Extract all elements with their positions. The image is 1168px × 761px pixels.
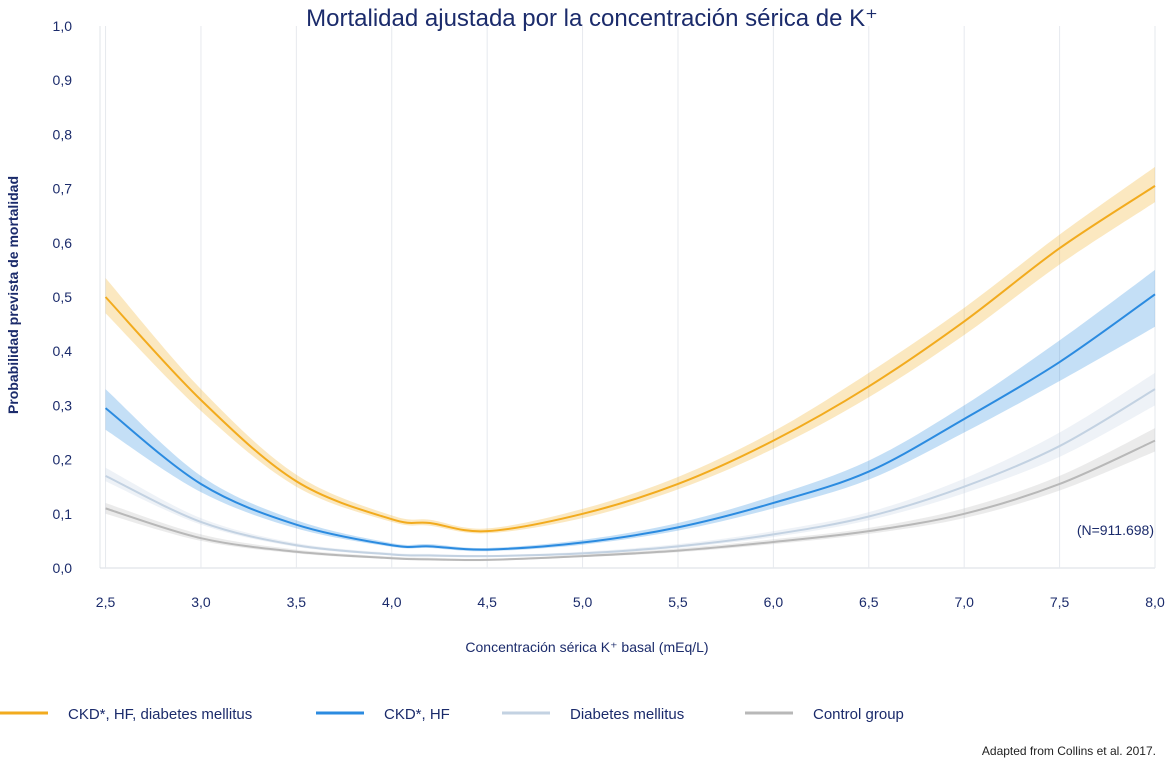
x-tick-label: 6,5 <box>859 594 879 610</box>
legend-label: Diabetes mellitus <box>570 706 684 723</box>
y-tick-label: 0,4 <box>53 343 73 359</box>
y-tick-label: 0,5 <box>53 289 73 305</box>
legend-item: CKD*, HF <box>316 706 450 723</box>
y-tick-label: 0,8 <box>53 126 73 142</box>
x-tick-label: 2,5 <box>96 594 116 610</box>
source-note: Adapted from Collins et al. 2017. <box>982 744 1156 758</box>
x-tick-label: 7,0 <box>954 594 974 610</box>
line-series-1 <box>104 293 1156 551</box>
x-tick-label: 3,5 <box>287 594 307 610</box>
y-tick-label: 0,0 <box>53 560 73 576</box>
legend-label: CKD*, HF, diabetes mellitus <box>68 706 252 723</box>
y-tick-label: 1,0 <box>53 18 73 34</box>
chart-title: Mortalidad ajustada por la concentración… <box>306 5 878 32</box>
y-tick-label: 0,7 <box>53 181 73 197</box>
x-tick-label: 7,5 <box>1050 594 1070 610</box>
confidence-bands <box>105 166 1156 562</box>
grid <box>99 26 1156 569</box>
legend-item: CKD*, HF, diabetes mellitus <box>0 706 252 723</box>
line-series-0 <box>104 185 1156 533</box>
legend-item: Diabetes mellitus <box>502 706 684 723</box>
y-tick-label: 0,6 <box>53 235 73 251</box>
legend-label: CKD*, HF <box>384 706 450 723</box>
y-tick-labels: 0,0 0,1 0,2 0,3 0,4 0,5 0,6 0,7 0,8 0,9 1,0 <box>53 18 73 576</box>
x-tick-label: 6,0 <box>764 594 784 610</box>
line-series-3 <box>105 439 1156 562</box>
y-tick-label: 0,1 <box>53 506 73 522</box>
legend: CKD*, HF, diabetes mellitus CKD*, HF Diabe… <box>0 706 904 723</box>
x-tick-labels: 2,5 3,0 3,5 4,0 4,5 5,0 5,5 6,0 6,5 7,0 7,5 8,0 <box>96 594 1165 610</box>
y-tick-label: 0,2 <box>53 452 73 468</box>
x-tick-label: 3,0 <box>191 594 211 610</box>
line-series-2 <box>105 388 1156 558</box>
x-tick-label: 5,0 <box>573 594 593 610</box>
y-tick-label: 0,9 <box>53 72 73 88</box>
x-tick-label: 4,0 <box>382 594 402 610</box>
legend-item: Control group <box>745 706 904 723</box>
x-tick-label: 5,5 <box>668 594 688 610</box>
x-tick-label: 8,0 <box>1145 594 1165 610</box>
x-axis-label: Concentración sérica K⁺ basal (mEq/L) <box>465 639 708 655</box>
x-tick-label: 4,5 <box>477 594 497 610</box>
n-annotation: (N=911.698) <box>1077 522 1154 538</box>
series-lines <box>104 185 1156 562</box>
y-tick-label: 0,3 <box>53 397 73 413</box>
legend-label: Control group <box>813 706 904 723</box>
y-axis-label: Probabilidad prevista de mortalidad <box>5 176 21 414</box>
